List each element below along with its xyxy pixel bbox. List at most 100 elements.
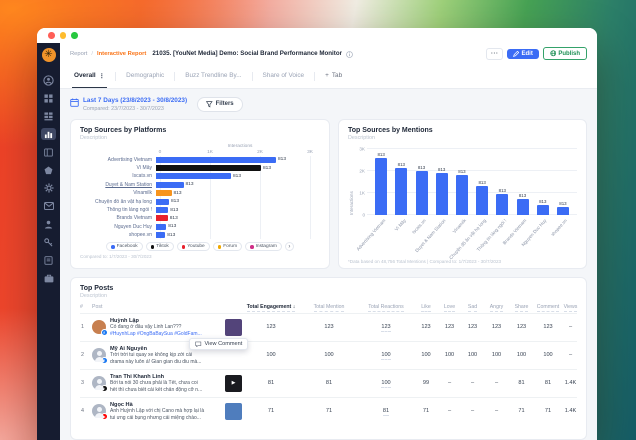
bar[interactable] <box>156 181 184 188</box>
avatar: ♪ <box>92 376 108 392</box>
briefcase-icon[interactable] <box>41 272 56 284</box>
post-thumbnail[interactable]: ▶ <box>225 374 242 392</box>
avatar: ▶ <box>92 404 108 420</box>
date-range-picker[interactable]: Last 7 Days (23/8/2023 - 30/8/2023) Comp… <box>70 97 187 112</box>
more-actions-button[interactable]: ··· <box>485 47 504 60</box>
bar[interactable] <box>156 232 166 239</box>
younet-logo-icon[interactable]: ✳ <box>41 48 56 62</box>
chart-title: Top Sources by Platforms <box>80 126 167 134</box>
maximize-button[interactable] <box>71 32 78 39</box>
bar[interactable] <box>455 174 468 215</box>
info-icon[interactable] <box>346 45 353 63</box>
bar[interactable] <box>156 223 167 230</box>
settings-gear-icon[interactable] <box>41 182 56 194</box>
bar[interactable] <box>435 172 448 215</box>
legend-tiktok[interactable]: Tiktok <box>145 242 174 252</box>
tab-buzz-trendline[interactable]: Buzz Trendline By... <box>185 72 242 79</box>
bar-row: Duyet & Nam Station 813 <box>105 181 194 188</box>
note-icon[interactable] <box>41 254 56 266</box>
bar-column: 813 <box>411 143 431 215</box>
breadcrumb-link[interactable]: Interactive Report <box>97 50 147 57</box>
bar[interactable] <box>156 190 172 197</box>
apps-grid-icon[interactable] <box>41 92 56 104</box>
facebook-badge-icon: f <box>100 328 108 336</box>
bar-row: Vinamilk 813 <box>133 190 182 197</box>
chart-footnote: *Data based on 48,756 Total Mentions | C… <box>348 258 502 264</box>
bar[interactable] <box>415 170 428 215</box>
app-window: ✳ <box>37 28 597 440</box>
bar[interactable] <box>156 156 276 163</box>
tiktok-badge-icon: ♪ <box>100 384 108 392</box>
bar[interactable] <box>156 173 231 180</box>
person-icon[interactable] <box>41 218 56 230</box>
chart-description: Description <box>80 134 107 141</box>
bar-column: 813 <box>553 143 573 215</box>
bar-column: 813 <box>472 143 492 215</box>
x-axis-title: Interactions <box>227 143 253 149</box>
table-row[interactable]: 4 ▶ Ngọc Hà Anh Huỳnh Lập với chị Cano m… <box>80 396 577 425</box>
plus-icon: + <box>325 72 329 79</box>
bar[interactable] <box>156 215 168 222</box>
chart-top-sources-by-platforms: Top Sources by Platforms Description Int… <box>70 118 330 269</box>
bar[interactable] <box>476 185 489 215</box>
bar-row: Thông tin láng ngói ! 813 <box>106 207 179 214</box>
post-author[interactable]: Ngọc Hà <box>110 401 133 408</box>
close-button[interactable] <box>48 32 55 39</box>
legend-instagram[interactable]: Instagram <box>245 242 282 252</box>
post-author[interactable]: Tran Thi Khanh Linh <box>110 373 165 380</box>
bar[interactable] <box>516 199 529 215</box>
filters-button[interactable]: Filters <box>197 97 243 112</box>
calendar-icon <box>70 98 79 107</box>
bar[interactable] <box>536 204 549 215</box>
bar[interactable] <box>156 207 169 214</box>
table-row[interactable]: 3 ♪ Tran Thi Khanh Linh Bởi ta nói 30 ch… <box>80 368 577 397</box>
legend-forum[interactable]: Forum <box>212 242 243 252</box>
mail-icon[interactable] <box>41 200 56 212</box>
add-tab-button[interactable]: + Tab <box>325 72 343 79</box>
post-author[interactable]: Mỹ Ái Nguyên <box>110 345 147 352</box>
compared-range-label: Compared: 23/7/2023 - 30/7/2023 <box>83 105 164 112</box>
bar[interactable] <box>395 168 408 215</box>
post-thumbnail[interactable]: ▶ <box>225 318 242 336</box>
breadcrumb-separator: / <box>91 50 94 57</box>
user-profile-icon[interactable] <box>41 74 56 86</box>
tab-kebab-icon[interactable]: ⋮ <box>98 72 106 80</box>
legend-youtube[interactable]: Youtube <box>176 242 210 252</box>
chart-top-sources-by-mentions: Top Sources by Mentions Description Inte… <box>338 118 587 269</box>
publish-button[interactable]: Publish <box>542 47 587 60</box>
tab-overall[interactable]: Overall ⋮ <box>72 64 108 88</box>
avatar: f <box>92 348 108 364</box>
report-grid-icon[interactable] <box>41 110 56 122</box>
funnel-icon <box>206 101 213 108</box>
key-icon[interactable] <box>41 236 56 248</box>
post-thumbnail[interactable]: ▶ <box>225 402 242 420</box>
edit-button[interactable]: Edit <box>507 48 539 59</box>
breadcrumb-section[interactable]: Report <box>70 50 88 57</box>
bar-chart-icon[interactable] <box>41 128 56 140</box>
bar[interactable] <box>156 198 169 205</box>
bar[interactable] <box>496 193 509 215</box>
layout-panel-icon[interactable] <box>41 146 56 158</box>
page-header: Report / Interactive Report 21035. [YouN… <box>60 43 597 64</box>
youtube-badge-icon: ▶ <box>100 412 108 420</box>
view-comment-tooltip[interactable]: View Comment <box>189 337 249 350</box>
post-author[interactable]: Huỳnh Lập <box>110 317 139 324</box>
legend-facebook[interactable]: Facebook <box>106 242 143 252</box>
top-posts-table: Top Posts Description # Post Total Engag… <box>70 276 587 440</box>
chart-description: Description <box>348 134 375 141</box>
table-row[interactable]: 2 f Mỹ Ái Nguyên Trời trời tui quay xe k… <box>80 340 577 369</box>
pentagon-icon[interactable] <box>41 164 56 176</box>
bar[interactable] <box>375 158 388 215</box>
table-row[interactable]: 1 f Huỳnh Lập Có đang ở đâu vậy Linh Lan… <box>80 312 577 341</box>
minimize-button[interactable] <box>59 32 66 39</box>
sort-header[interactable]: Total Engagement ↓ <box>246 303 296 312</box>
tab-share-of-voice[interactable]: Share of Voice <box>262 72 305 79</box>
bar[interactable] <box>556 206 569 215</box>
tab-demographic[interactable]: Demographic <box>126 72 165 79</box>
legend-next-button[interactable]: › <box>284 242 294 252</box>
bar-row: shopee.vn 813 <box>128 232 176 239</box>
bar[interactable] <box>156 165 261 172</box>
x-axis-labels: Advertising Vietnam Vì Mây Iscats.vn Duy… <box>355 217 568 260</box>
y-axis-title: Interactions <box>349 190 354 215</box>
bar-column: 813 <box>432 143 452 215</box>
